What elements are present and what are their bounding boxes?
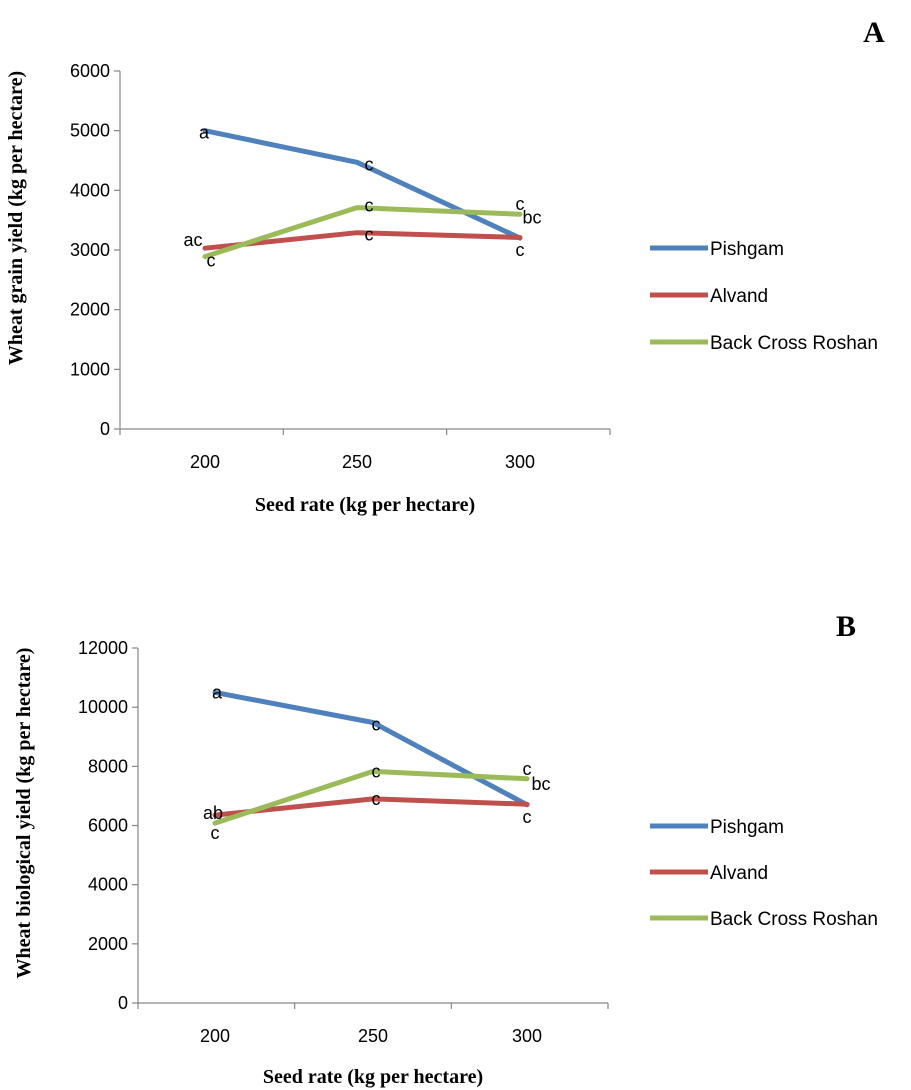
y-tick-label: 10000 (78, 697, 128, 717)
series-line-alvand (202, 230, 523, 251)
y-axis-title: Wheat biological yield (kg per hectare) (13, 648, 35, 979)
legend-entry: Back Cross Roshan (710, 909, 878, 930)
x-tick-label: 250 (358, 1026, 388, 1046)
data-label: ab (203, 803, 223, 823)
panel-label: A (863, 16, 885, 49)
data-label: bc (522, 207, 541, 227)
data-label: c (207, 251, 216, 271)
y-tick-label: 6000 (88, 816, 128, 836)
series-line-pishgam (202, 128, 523, 241)
data-label: c (372, 761, 381, 781)
x-tick-label: 200 (200, 1026, 230, 1046)
y-tick-label: 8000 (88, 756, 128, 776)
y-tick-label: 3000 (70, 240, 110, 260)
panel-label: B (836, 610, 856, 643)
x-tick-label: 200 (190, 452, 220, 472)
y-tick-label: 12000 (78, 638, 128, 658)
data-label: c (211, 823, 220, 843)
y-tick-label: 2000 (70, 300, 110, 320)
y-tick-label: 2000 (88, 934, 128, 954)
data-label: c (516, 194, 525, 214)
data-label: c (372, 789, 381, 809)
data-label: a (212, 682, 223, 702)
series-line-alvand (212, 796, 530, 818)
legend-entry: Pishgam (710, 239, 784, 260)
data-label: c (523, 807, 532, 827)
legend-entry: Alvand (710, 863, 768, 884)
y-axis-title: Wheat grain yield (kg per hectare) (5, 71, 27, 365)
data-label: bc (531, 774, 550, 794)
x-axis-title: Seed rate (kg per hectare) (255, 494, 475, 516)
y-tick-label: 6000 (70, 61, 110, 81)
data-label: c (365, 196, 374, 216)
data-label: c (372, 715, 381, 735)
y-tick-label: 4000 (70, 180, 110, 200)
legend-entry: Pishgam (710, 817, 784, 838)
chart-panel-b: B Wheat biological yield (kg per hectare… (13, 610, 878, 1088)
series-line-back-cross-roshan (202, 205, 523, 260)
legend-entry: Alvand (710, 286, 768, 307)
data-label: ac (183, 230, 202, 250)
data-label: c (523, 759, 532, 779)
x-tick-label: 250 (342, 452, 372, 472)
y-tick-label: 0 (100, 419, 110, 439)
y-tick-label: 0 (118, 993, 128, 1013)
x-tick-label: 300 (512, 1026, 542, 1046)
data-label: a (199, 123, 210, 143)
y-tick-label: 1000 (70, 359, 110, 379)
chart-panel-a: A Wheat grain yield (kg per hectare) See… (5, 16, 885, 516)
data-label: c (365, 154, 374, 174)
legend-entry: Back Cross Roshan (710, 333, 878, 354)
y-tick-label: 4000 (88, 875, 128, 895)
data-label: c (365, 225, 374, 245)
data-label: c (516, 240, 525, 260)
series-line-back-cross-roshan (212, 768, 530, 826)
x-tick-label: 300 (505, 452, 535, 472)
y-tick-label: 5000 (70, 121, 110, 141)
x-axis-title: Seed rate (kg per hectare) (263, 1066, 483, 1088)
